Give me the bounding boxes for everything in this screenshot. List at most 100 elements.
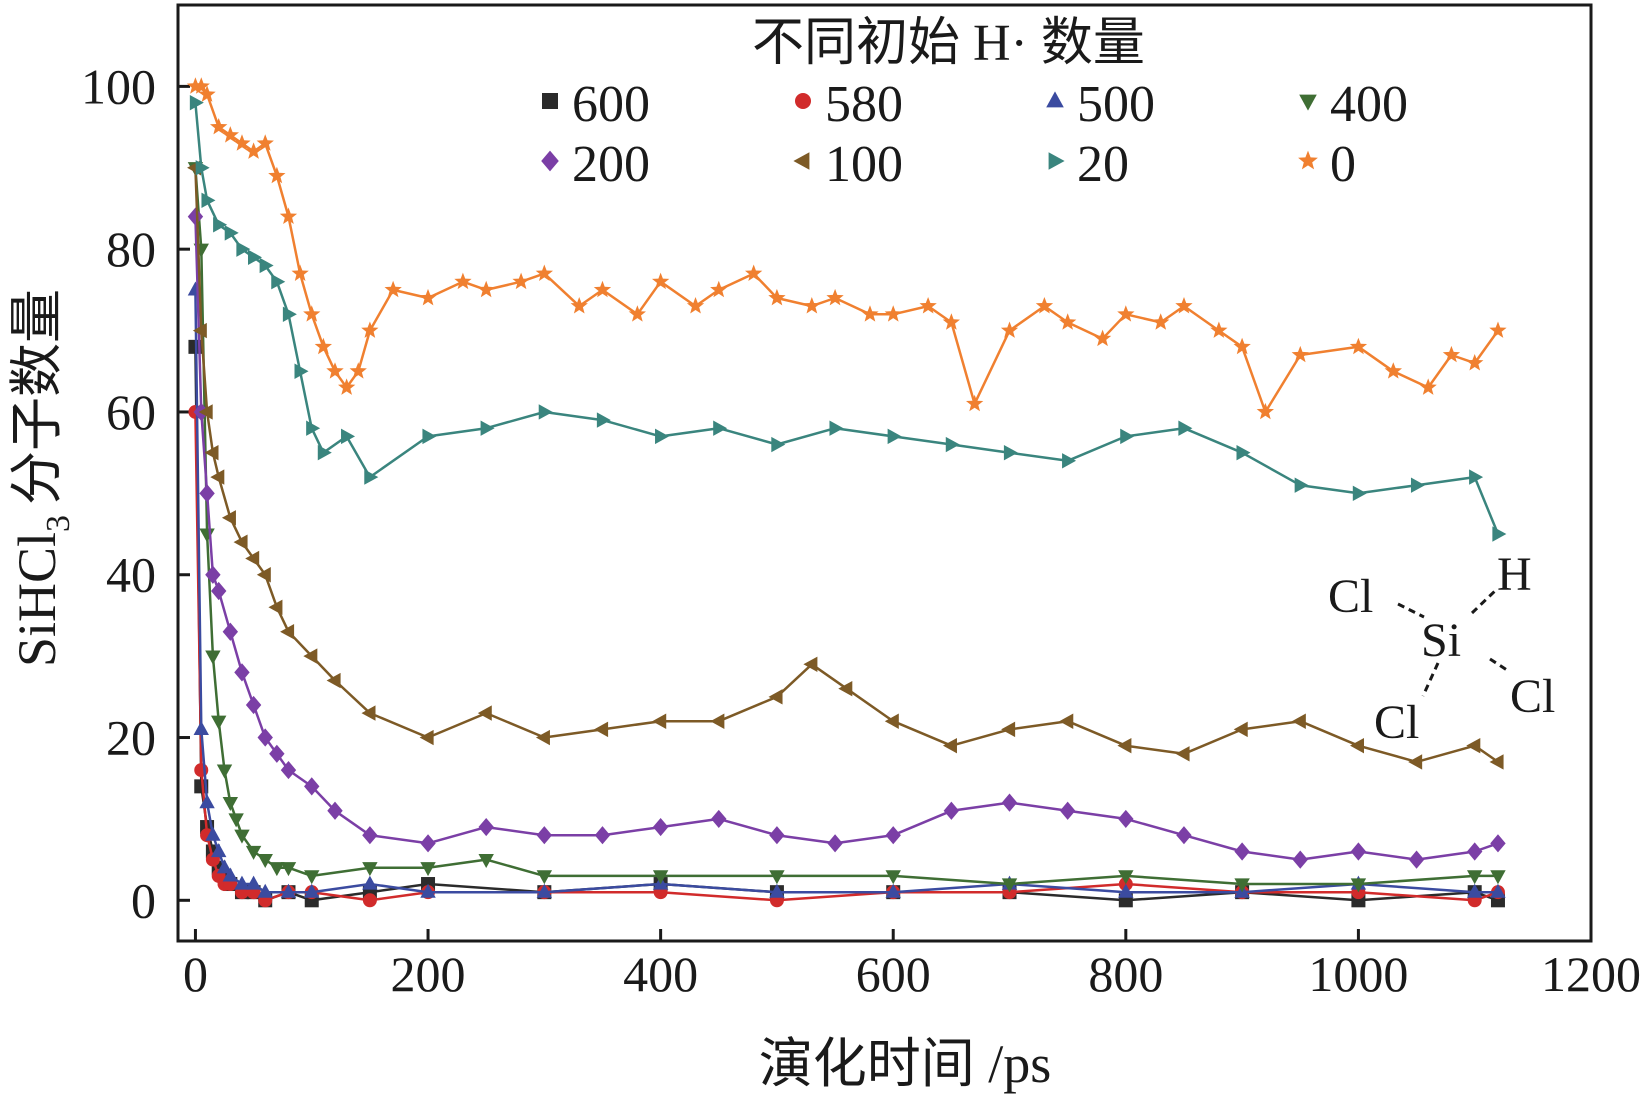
y-tick-label: 20 xyxy=(106,710,156,766)
data-point xyxy=(216,859,233,874)
data-point xyxy=(536,826,553,845)
y-tick-label: 60 xyxy=(106,384,156,440)
data-point xyxy=(945,436,960,453)
data-point xyxy=(257,883,273,898)
data-point xyxy=(861,305,879,322)
data-point xyxy=(887,428,902,445)
data-point xyxy=(282,306,297,322)
data-point xyxy=(745,264,763,281)
data-point xyxy=(1492,526,1507,542)
data-point xyxy=(477,705,492,721)
data-point xyxy=(628,305,646,322)
x-tick-label: 1200 xyxy=(1541,946,1641,1002)
data-point xyxy=(1469,469,1484,485)
data-point xyxy=(652,272,670,290)
x-tick-label: 600 xyxy=(856,946,931,1002)
data-point xyxy=(1408,850,1425,869)
data-point xyxy=(1233,721,1248,738)
data-point xyxy=(570,297,588,314)
y-axis-title-suffix: 分子数量 xyxy=(7,289,67,505)
data-point xyxy=(362,875,378,890)
data-point xyxy=(279,207,298,224)
data-point xyxy=(711,809,727,829)
legend-item: 500 xyxy=(1046,76,1155,133)
data-point xyxy=(245,695,262,715)
data-point xyxy=(280,624,295,640)
data-point xyxy=(341,428,356,445)
data-point xyxy=(268,599,283,615)
bond-si-cl-bottom xyxy=(1421,662,1440,697)
data-point xyxy=(885,826,901,845)
data-point xyxy=(1490,883,1506,898)
y-tick-label: 80 xyxy=(106,221,156,277)
data-point xyxy=(1003,444,1018,461)
data-point xyxy=(234,875,250,890)
data-point xyxy=(1233,337,1251,355)
legend-item: 0 xyxy=(1298,136,1356,193)
legend-marker xyxy=(795,93,811,109)
legend-item: 200 xyxy=(541,136,650,193)
data-point xyxy=(1467,870,1483,885)
data-point xyxy=(193,720,209,735)
series-line xyxy=(194,289,1498,894)
legend-marker xyxy=(1046,91,1064,108)
atom-cl-bottom: Cl xyxy=(1374,696,1419,749)
series-20 xyxy=(189,94,1507,542)
data-point xyxy=(210,469,225,485)
data-point xyxy=(771,436,786,453)
data-point xyxy=(454,272,472,290)
legend-label: 20 xyxy=(1077,136,1129,193)
data-point xyxy=(280,862,297,877)
y-tick-label: 40 xyxy=(106,547,156,603)
data-point xyxy=(326,672,341,689)
series-200 xyxy=(187,207,1506,869)
data-point xyxy=(221,510,236,526)
data-point xyxy=(536,883,553,898)
data-point xyxy=(1350,878,1367,893)
data-point xyxy=(1001,878,1018,893)
data-point xyxy=(269,744,285,763)
data-point xyxy=(829,420,844,436)
atom-h: H xyxy=(1497,548,1532,601)
legend-marker xyxy=(542,93,558,109)
atom-si: Si xyxy=(1421,614,1461,667)
legend-item: 600 xyxy=(542,76,650,133)
data-point xyxy=(1093,329,1112,347)
data-point xyxy=(885,870,901,885)
data-point xyxy=(768,288,786,306)
series-line xyxy=(194,167,1499,764)
data-point xyxy=(211,581,227,601)
legend-item: 400 xyxy=(1299,76,1408,133)
data-point xyxy=(594,721,609,738)
data-point xyxy=(1467,842,1483,861)
data-point xyxy=(192,77,210,94)
legend-marker xyxy=(793,152,810,170)
data-point xyxy=(1001,793,1018,812)
series-line xyxy=(194,216,1499,861)
data-point xyxy=(1001,721,1016,738)
data-point xyxy=(1466,737,1481,754)
data-point xyxy=(538,404,553,420)
data-point xyxy=(420,883,436,898)
legend-title: 不同初始 H· 数量 xyxy=(752,15,1145,72)
data-point xyxy=(256,134,274,151)
data-point xyxy=(236,241,251,257)
data-point xyxy=(306,420,321,436)
data-point xyxy=(228,813,244,828)
data-point xyxy=(652,713,667,729)
data-point xyxy=(244,142,263,159)
legend-label: 580 xyxy=(825,76,903,133)
data-point xyxy=(189,94,204,111)
data-point xyxy=(1291,713,1306,729)
data-point xyxy=(1352,485,1367,502)
data-point xyxy=(257,854,273,869)
data-point xyxy=(199,528,215,543)
legend-marker xyxy=(1048,152,1065,170)
data-point xyxy=(211,715,227,730)
legend-label: 0 xyxy=(1330,136,1356,193)
data-point xyxy=(361,321,379,338)
data-point xyxy=(1000,321,1019,338)
data-point xyxy=(213,217,228,233)
